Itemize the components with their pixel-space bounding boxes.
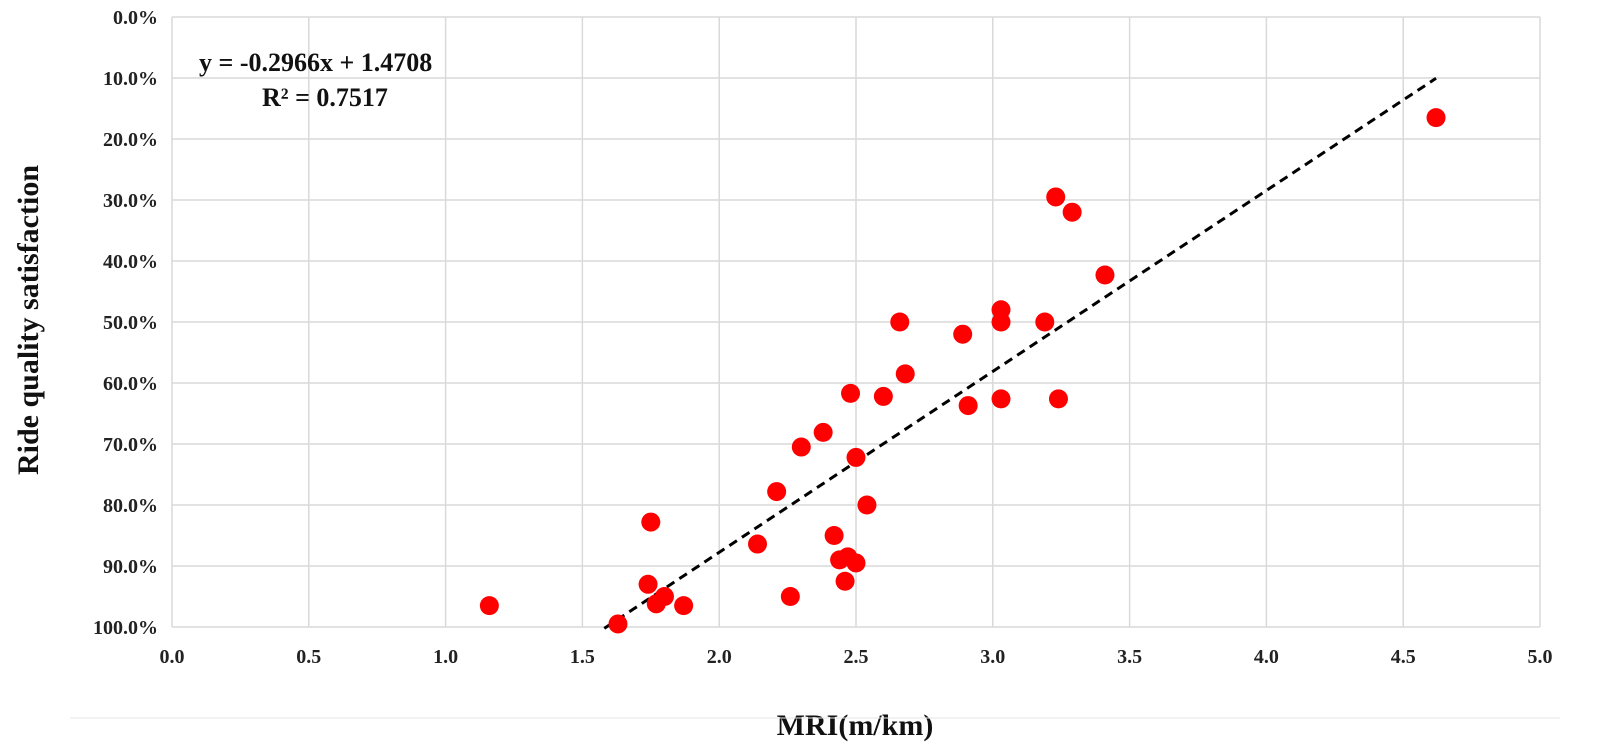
x-axis-title: MRI(m/km) bbox=[777, 709, 934, 742]
data-point bbox=[479, 596, 499, 616]
trendline-equation: y = -0.2966x + 1.4708 bbox=[199, 48, 432, 77]
data-point bbox=[674, 596, 694, 616]
data-point bbox=[813, 422, 833, 442]
data-point bbox=[767, 482, 787, 502]
data-point bbox=[895, 364, 915, 384]
data-point bbox=[1046, 187, 1066, 207]
data-point bbox=[1035, 312, 1055, 332]
data-point bbox=[890, 312, 910, 332]
data-point bbox=[846, 553, 866, 573]
data-point bbox=[641, 512, 661, 532]
x-tick-label: 3.5 bbox=[1117, 646, 1142, 668]
y-tick-label: 90.0% bbox=[103, 556, 158, 578]
data-point bbox=[835, 571, 855, 591]
x-tick-label: 4.0 bbox=[1254, 646, 1279, 668]
y-tick-label: 30.0% bbox=[103, 190, 158, 212]
y-tick-label: 10.0% bbox=[103, 68, 158, 90]
y-tick-label: 80.0% bbox=[103, 495, 158, 517]
trendline bbox=[603, 77, 1437, 630]
y-tick-label: 40.0% bbox=[103, 251, 158, 273]
data-point bbox=[846, 447, 866, 467]
x-tick-label: 2.5 bbox=[844, 646, 869, 668]
x-tick-label: 1.5 bbox=[570, 646, 595, 668]
data-point bbox=[791, 437, 811, 457]
y-tick-label: 60.0% bbox=[103, 373, 158, 395]
data-point bbox=[991, 389, 1011, 409]
y-tick-label: 50.0% bbox=[103, 312, 158, 334]
x-tick-label: 1.0 bbox=[433, 646, 458, 668]
data-point bbox=[638, 574, 658, 594]
data-point bbox=[654, 587, 674, 606]
data-point bbox=[1095, 265, 1115, 285]
x-tick-label: 5.0 bbox=[1528, 646, 1553, 668]
data-point bbox=[873, 386, 893, 406]
data-point bbox=[958, 396, 978, 416]
data-point bbox=[953, 324, 973, 344]
y-tick-label: 0.0% bbox=[113, 7, 158, 29]
y-tick-label: 100.0% bbox=[93, 617, 158, 639]
data-point bbox=[824, 526, 844, 545]
grid-lines bbox=[171, 16, 1541, 628]
data-point bbox=[748, 534, 768, 554]
data-point bbox=[841, 383, 861, 403]
x-tick-labels: 0.0 0.5 1.0 1.5 2.0 2.5 3.0 3.5 4.0 4.5 5.0 bbox=[160, 646, 1553, 668]
x-tick-label: 0.5 bbox=[296, 646, 321, 668]
x-tick-label: 2.0 bbox=[707, 646, 732, 668]
y-tick-labels: 0.0% 10.0% 20.0% 30.0% 40.0% 50.0% 60.0% 70.0% 8… bbox=[93, 7, 158, 639]
data-point bbox=[857, 495, 877, 515]
data-point bbox=[1426, 108, 1446, 128]
data-point bbox=[780, 587, 800, 606]
trendline-layer bbox=[603, 77, 1437, 630]
data-point bbox=[991, 312, 1011, 332]
x-tick-label: 4.5 bbox=[1391, 646, 1416, 668]
y-axis-title: Ride quality satisfaction bbox=[12, 165, 45, 475]
r-squared-label: R² = 0.7517 bbox=[262, 83, 388, 112]
x-tick-label: 3.0 bbox=[980, 646, 1005, 668]
data-points-layer bbox=[479, 108, 1446, 634]
data-point bbox=[1062, 202, 1082, 222]
data-point bbox=[608, 614, 628, 634]
y-tick-label: 70.0% bbox=[103, 434, 158, 456]
data-point bbox=[1048, 389, 1068, 409]
x-tick-label: 0.0 bbox=[160, 646, 185, 668]
y-tick-label: 20.0% bbox=[103, 129, 158, 151]
